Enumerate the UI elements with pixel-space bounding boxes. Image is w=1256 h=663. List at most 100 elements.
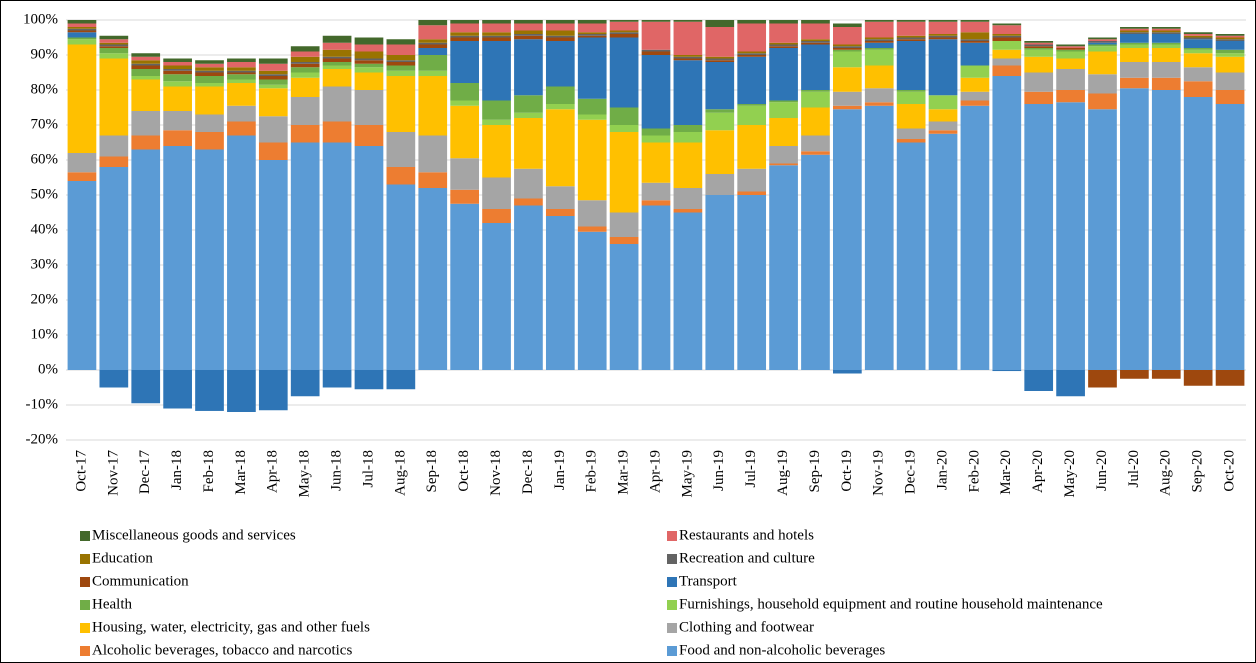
bar-segment [1215,72,1245,90]
bar-segment [450,105,479,159]
bar-segment [992,370,1022,372]
x-tick-label: Jun-20 [1094,450,1110,491]
bar-segment [67,23,97,27]
bar-segment [514,39,543,96]
bar-segment [545,86,575,104]
bar-segment [163,81,192,87]
bar-segment [737,104,767,106]
bar-segment [960,91,990,101]
bar-segment [227,370,256,412]
bar-segment [737,23,767,52]
bar-segment [705,174,735,195]
bar-segment [673,55,703,57]
x-tick-label: Jan-19 [552,450,568,490]
bar-segment [833,67,862,92]
bar-segment [577,114,607,120]
bar-segment [195,86,224,115]
bar-segment [99,35,129,40]
x-tick-label: Sep-20 [1190,450,1206,493]
bar-segment [99,42,129,45]
bar-segment [1215,35,1245,38]
legend-swatch [80,623,90,633]
bar-segment [99,167,129,370]
bar-segment [737,20,767,24]
bar-segment [67,44,97,153]
bar-segment [896,91,926,104]
bar-segment [577,32,607,34]
bar-segment [960,39,990,41]
bar-segment [769,146,798,164]
bar-segment [227,79,256,83]
bar-segment [769,23,798,43]
bar-segment [545,216,575,370]
bar-segment [67,39,97,45]
bar-segment [673,132,703,143]
bar-segment [609,37,639,108]
bar-segment [450,32,479,36]
bar-segment [1215,49,1245,54]
bar-segment [322,42,352,50]
bar-segment [833,51,862,68]
bar-segment [386,65,416,71]
bar-segment [705,195,735,370]
bar-segment [67,181,97,370]
bar-segment [131,53,161,57]
bar-segment [833,370,862,374]
bar-segment [960,100,990,106]
bar-segment [1215,56,1245,73]
bar-segment [482,32,511,36]
x-tick-label: Apr-19 [647,450,663,493]
bar-segment [801,23,830,40]
bar-segment [1056,90,1085,103]
bar-segment [1056,51,1085,59]
legend-label: Food and non-alcoholic beverages [679,642,885,658]
bar-segment [99,44,129,47]
bar-segment [864,49,894,66]
bar-segment [1120,28,1149,31]
bar-segment [1088,370,1117,388]
bar-segment [195,63,224,68]
bar-segment [482,177,511,209]
bar-segment [641,205,671,370]
x-tick-label: Mar-18 [233,450,249,495]
bar-segment [673,125,703,132]
bar-segment [195,72,224,76]
x-tick-label: Dec-17 [137,450,153,495]
bar-segment [195,83,224,87]
bar-segment [99,370,129,388]
bar-segment [928,109,958,122]
bar-segment [258,74,288,76]
bar-segment [195,70,224,73]
bar-segment [833,48,862,50]
bar-segment [896,37,926,40]
bar-segment [545,20,575,24]
bar-segment [195,67,224,71]
bar-segment [163,69,192,71]
bar-segment [1215,41,1245,50]
bar-segment [99,58,129,136]
bar-segment [928,130,958,134]
bar-segment [577,34,607,36]
bar-segment [354,125,384,146]
bar-segment [322,69,352,87]
legend-swatch [667,600,677,610]
bar-segment [450,23,479,33]
bar-segment [737,168,767,192]
bar-segment [1056,46,1085,48]
bar-segment [450,35,479,38]
bar-segment [290,72,320,78]
bar-segment [769,42,798,45]
bar-segment [769,163,798,166]
bar-segment [418,25,448,40]
bar-segment [1183,81,1213,97]
bar-segment [258,76,288,80]
bar-segment [322,86,352,122]
bar-segment [896,139,926,143]
bar-segment [545,23,575,31]
legend-label: Communication [92,573,189,589]
bar-segment [386,55,416,61]
bar-segment [1183,39,1213,48]
bar-segment [67,30,97,33]
bar-segment [928,34,958,36]
